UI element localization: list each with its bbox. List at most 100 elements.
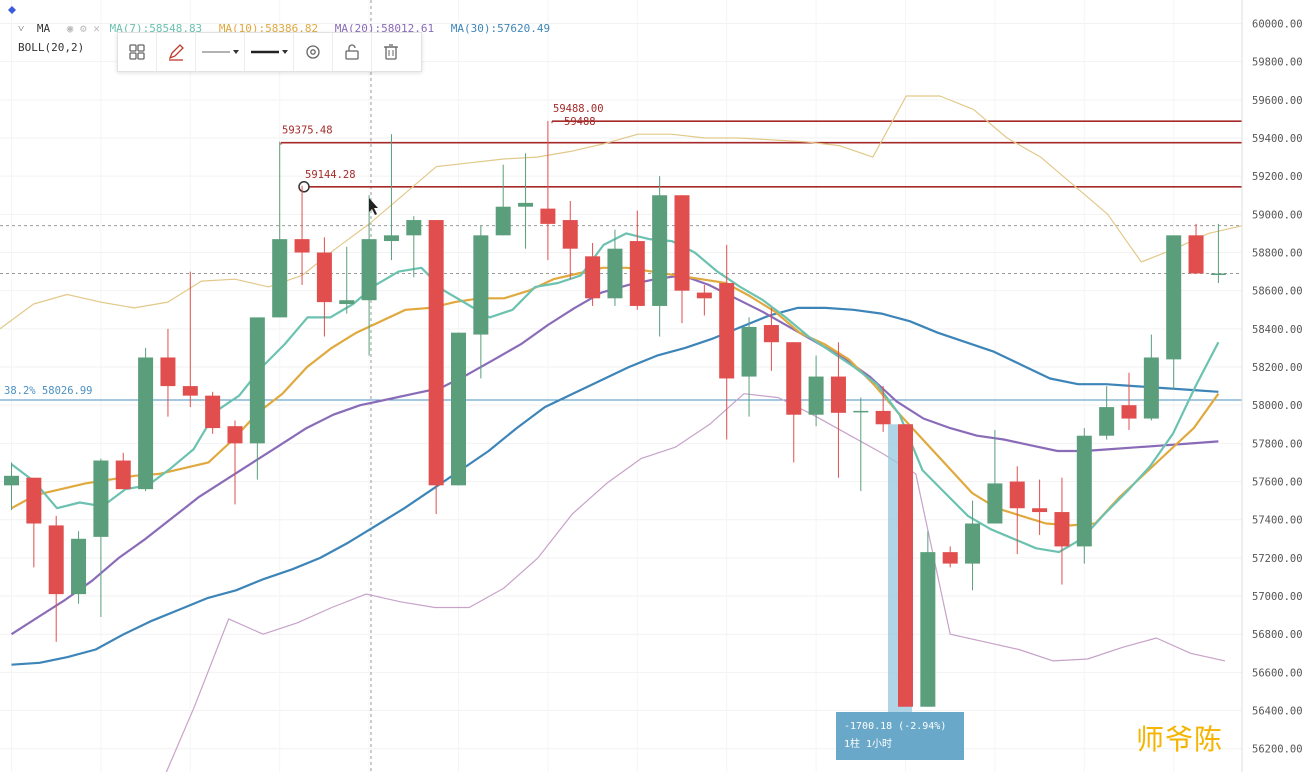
candle-body	[607, 248, 623, 299]
ma20-value: MA(20):58012.61	[334, 22, 435, 35]
candle-body	[406, 220, 422, 236]
candle-body	[1210, 273, 1226, 275]
candle-body	[339, 300, 355, 305]
y-tick-label: 57200.00	[1252, 553, 1303, 565]
candle-body	[71, 538, 87, 595]
y-tick-label: 58000.00	[1252, 400, 1303, 412]
candle-body	[495, 206, 511, 236]
candle-body	[898, 424, 913, 707]
lock-button[interactable]	[333, 33, 372, 71]
y-tick-label: 57800.00	[1252, 438, 1303, 450]
y-tick-label: 60000.00	[1252, 18, 1303, 30]
candle-body	[674, 195, 690, 291]
cursor-arrow	[369, 198, 378, 215]
y-tick-label: 56400.00	[1252, 706, 1303, 718]
candle-body	[652, 195, 668, 306]
candle-body	[696, 292, 712, 299]
y-tick-label: 56800.00	[1252, 629, 1303, 641]
candle-body	[629, 241, 645, 306]
ma30-line	[11, 306, 1219, 666]
candle-body	[741, 326, 757, 377]
candle-body	[48, 525, 64, 595]
y-tick-label: 58800.00	[1252, 248, 1303, 260]
candle-body	[562, 220, 578, 249]
candle-body	[920, 552, 936, 707]
candle-body	[518, 202, 534, 207]
settings-icon	[306, 45, 320, 59]
candle-body	[965, 523, 981, 564]
line-style-icon	[202, 50, 239, 54]
y-tick-label: 57000.00	[1252, 591, 1303, 603]
candle-body	[1076, 435, 1092, 547]
candle-body	[1188, 235, 1204, 274]
level-label: 59375.48	[282, 125, 333, 137]
y-tick-label: 57400.00	[1252, 515, 1303, 527]
y-tick-label: 59600.00	[1252, 95, 1303, 107]
candle-body	[540, 208, 556, 224]
candle-body	[294, 239, 310, 253]
candle-body	[205, 395, 221, 429]
delete-button[interactable]	[372, 33, 410, 71]
candle-body	[1054, 512, 1070, 547]
y-tick-label: 59000.00	[1252, 209, 1303, 221]
candle-body	[272, 239, 288, 318]
candle-body	[1121, 405, 1137, 419]
y-tick-label: 59800.00	[1252, 57, 1303, 69]
delete-icon	[384, 44, 398, 60]
candle-body	[182, 386, 198, 396]
candle-body	[451, 332, 466, 486]
measure-tooltip: -1700.18 (-2.94%) 1柱 1小时	[836, 712, 964, 760]
watermark: 师爷陈	[1136, 723, 1224, 756]
line-width-button[interactable]	[245, 33, 294, 71]
y-tick-label: 59200.00	[1252, 171, 1303, 183]
candle-body	[160, 357, 176, 387]
candle-body	[361, 239, 377, 301]
candle-body	[115, 460, 131, 490]
ma-label: MA	[36, 22, 51, 35]
candle-body	[987, 483, 1003, 524]
fib-level-label: 38.2% 58026.99	[4, 385, 93, 397]
template-icon	[129, 44, 145, 60]
eye-icon[interactable]: ◉ ⚙ ✕	[66, 22, 100, 35]
candle-body	[1099, 407, 1115, 436]
candle-body	[1032, 508, 1048, 513]
candle-body	[4, 475, 19, 486]
boll-lower-line	[165, 393, 1226, 772]
axis-background	[1242, 0, 1305, 772]
lock-icon	[345, 44, 359, 60]
candle-body	[93, 460, 109, 537]
line-style-button[interactable]	[196, 33, 245, 71]
y-tick-label: 58400.00	[1252, 324, 1303, 336]
candle-body	[138, 357, 154, 490]
ma10-value: MA(10):58386.82	[218, 22, 319, 35]
ma30-value: MA(30):57620.49	[450, 22, 551, 35]
collapse-chevron-icon[interactable]: ˅	[18, 22, 25, 35]
ma7-value: MA(7):58548.83	[109, 22, 203, 35]
y-tick-label: 59400.00	[1252, 133, 1303, 145]
candle-body	[875, 410, 891, 425]
candle-body	[830, 376, 846, 413]
candle-body	[473, 235, 489, 335]
ma10-line	[10, 266, 1220, 527]
candle-body	[249, 317, 265, 444]
y-tick-label: 57600.00	[1252, 477, 1303, 489]
diamond-marker	[8, 6, 16, 14]
bollinger-bands	[0, 95, 1243, 772]
candle-body	[26, 477, 42, 524]
line-width-icon	[251, 50, 288, 54]
pencil-button[interactable]	[157, 33, 196, 71]
candle-body	[227, 426, 243, 444]
candle-body	[786, 342, 802, 415]
grid-lines: 38.2% 58026.99	[0, 0, 1242, 772]
candle-body	[763, 325, 779, 343]
price-axis: 56200.00 56400.00 56600.00 56800.00 57000.00…	[1241, 0, 1305, 772]
anchor-handle	[298, 181, 310, 193]
boll-upper-line	[0, 95, 1243, 330]
settings-button[interactable]	[294, 33, 333, 71]
moving-averages	[10, 232, 1220, 737]
level-label: 59488.00	[553, 103, 604, 115]
template-button[interactable]	[118, 33, 157, 71]
candle-body	[853, 410, 869, 413]
candle-body	[428, 220, 444, 486]
